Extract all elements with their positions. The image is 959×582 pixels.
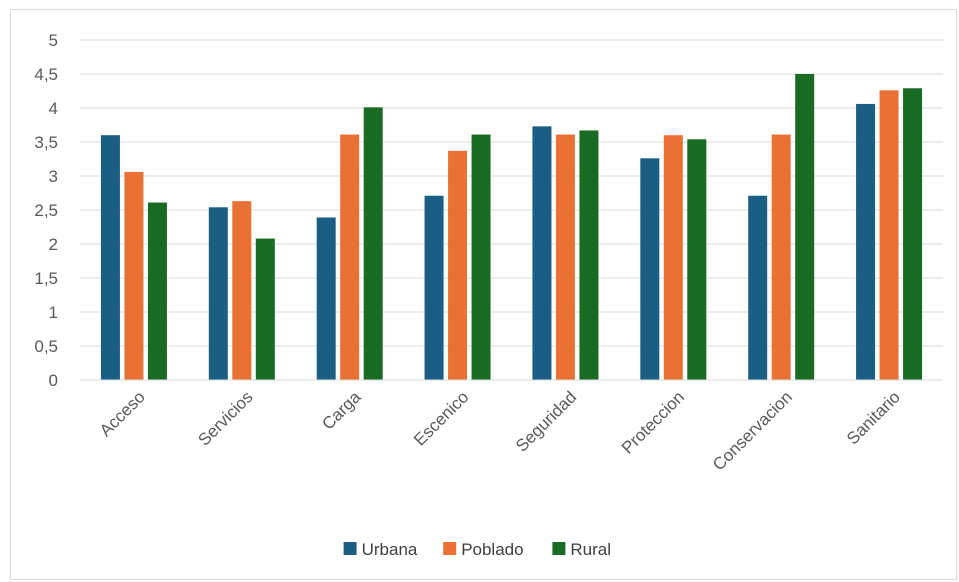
y-tick-label: 0,5 xyxy=(34,337,58,356)
x-axis-tick-labels: Acceso Servicios Carga Escenico Seguridad Pro… xyxy=(96,387,904,474)
y-tick-label: 4,5 xyxy=(34,65,58,84)
x-tick-label: Servicios xyxy=(194,387,256,449)
bar-poblado-proteccion xyxy=(663,135,683,380)
bar-urbana-acceso xyxy=(100,135,120,380)
legend-label-rural: Rural xyxy=(570,540,611,559)
bar-urbana-sanitario xyxy=(856,103,876,381)
bar-urbana-conservacion xyxy=(748,195,768,380)
x-tick-label: Acceso xyxy=(96,387,149,440)
bar-rural-sanitario xyxy=(903,88,923,380)
y-tick-label: 2 xyxy=(49,235,58,254)
x-tick-label: Escenico xyxy=(410,387,472,449)
legend-label-urbana: Urbana xyxy=(362,540,418,559)
x-tick-label: Carga xyxy=(318,387,365,434)
legend-label-poblado: Poblado xyxy=(461,540,523,559)
bar-urbana-carga xyxy=(316,217,336,380)
x-tick-label: Sanitario xyxy=(843,387,904,448)
bar-urbana-seguridad xyxy=(532,126,552,380)
bar-poblado-acceso xyxy=(124,171,144,380)
bar-rural-conservacion xyxy=(795,74,815,380)
y-tick-label: 0 xyxy=(49,371,58,390)
y-tick-label: 1 xyxy=(49,303,58,322)
legend-swatch-poblado xyxy=(443,542,457,555)
y-tick-label: 3,5 xyxy=(34,133,58,152)
legend-swatch-rural xyxy=(552,542,566,555)
y-tick-label: 2,5 xyxy=(34,201,58,220)
bar-rural-proteccion xyxy=(687,139,707,380)
legend: Urbana Poblado Rural xyxy=(343,540,611,559)
legend-swatch-urbana xyxy=(343,542,357,555)
bar-rural-acceso xyxy=(147,202,167,380)
y-tick-label: 5 xyxy=(49,31,58,50)
x-tick-label: Proteccion xyxy=(618,387,688,457)
y-tick-label: 3 xyxy=(49,167,58,186)
y-tick-label: 1,5 xyxy=(34,269,58,288)
y-tick-label: 4 xyxy=(49,99,58,118)
bar-poblado-servicios xyxy=(232,201,252,380)
bar-rural-servicios xyxy=(255,238,275,380)
bar-urbana-escenico xyxy=(424,195,444,380)
bar-poblado-escenico xyxy=(448,150,468,380)
bars xyxy=(100,74,923,381)
bar-rural-seguridad xyxy=(579,130,599,380)
bar-poblado-conservacion xyxy=(771,134,791,380)
bar-urbana-proteccion xyxy=(640,158,660,380)
bar-poblado-carga xyxy=(340,134,360,380)
bar-rural-escenico xyxy=(471,134,491,380)
bar-poblado-seguridad xyxy=(555,134,575,380)
x-tick-label: Seguridad xyxy=(512,387,580,455)
x-tick-label: Conservacion xyxy=(709,387,796,474)
y-axis-tick-labels: 0 0,5 1 1,5 2 2,5 3 3,5 4 4,5 5 xyxy=(34,31,58,390)
bar-rural-carga xyxy=(363,107,383,380)
bar-poblado-sanitario xyxy=(879,90,899,380)
bar-urbana-servicios xyxy=(208,207,228,380)
